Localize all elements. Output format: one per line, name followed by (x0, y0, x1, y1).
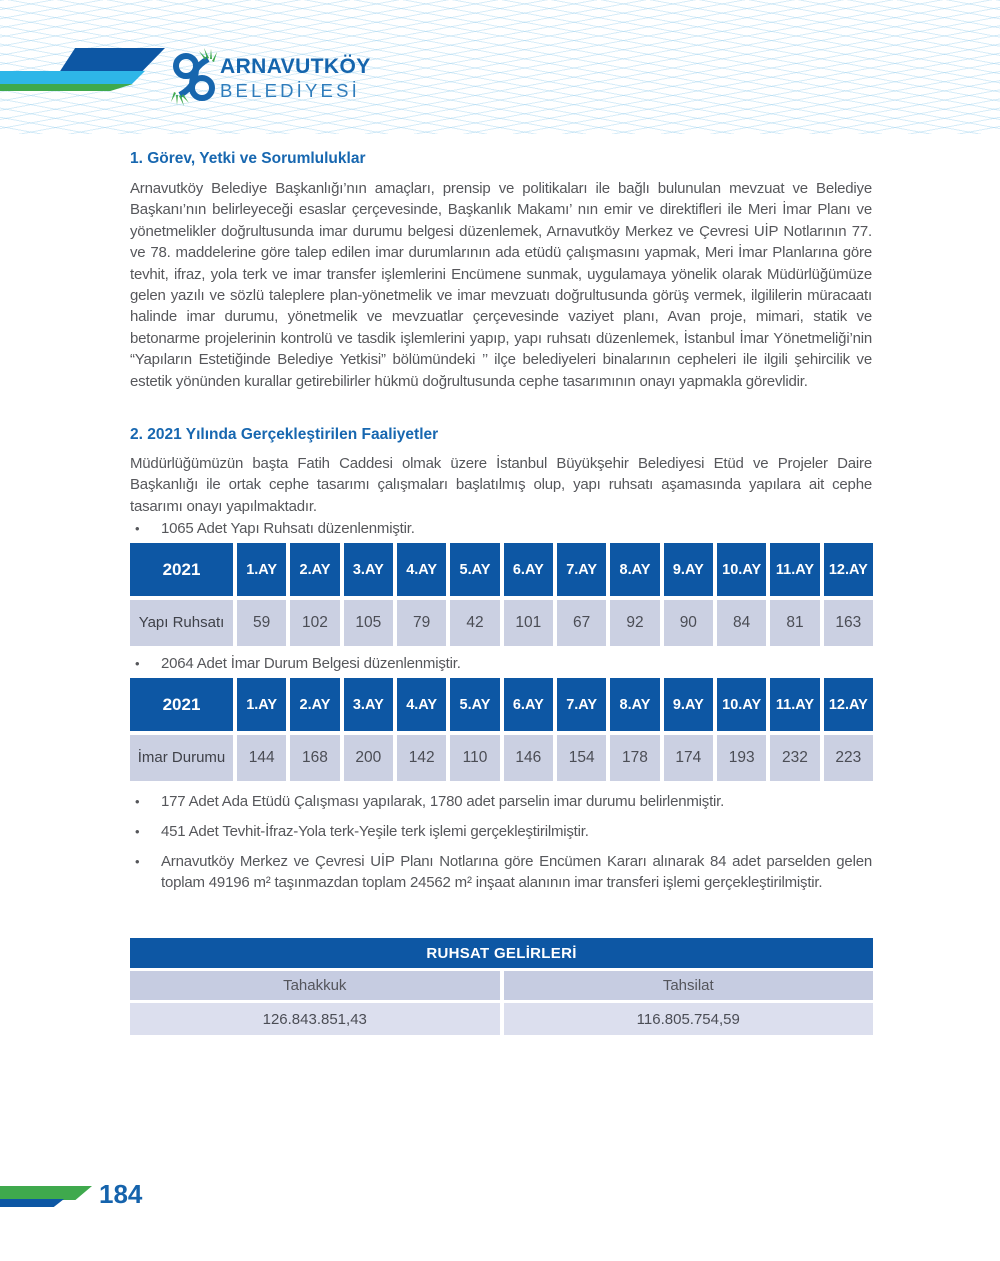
bullet-imar-durum: • 2064 Adet İmar Durum Belgesi düzenlenm… (130, 653, 872, 674)
value-cell: 178 (610, 734, 660, 781)
value-cell: 42 (450, 599, 500, 646)
month-header-cell: 3.AY (343, 678, 393, 731)
value-cell: 110 (450, 734, 500, 781)
header-stripe-cyan (0, 71, 145, 84)
month-header-cell: 4.AY (396, 678, 447, 731)
value-cell: 223 (823, 734, 873, 781)
bullet-dot: • (135, 824, 140, 839)
value-cell: 174 (663, 734, 713, 781)
month-header-cell: 2.AY (290, 543, 340, 596)
value-cell: 146 (503, 734, 553, 781)
value-cell: 67 (556, 599, 607, 646)
month-header-cell: 4.AY (396, 543, 447, 596)
value-cell: 232 (770, 734, 820, 781)
month-header-cell: 9.AY (663, 543, 713, 596)
value-cell: 168 (290, 734, 340, 781)
month-header-cell: 8.AY (610, 678, 660, 731)
section2-paragraph: Müdürlüğümüzün başta Fatih Caddesi olmak… (130, 455, 872, 515)
bullet-imar-transferi: • Arnavutköy Merkez ve Çevresi UİP Planı… (130, 851, 872, 894)
header-stripe-green (0, 84, 133, 91)
municipality-logo-icon (171, 48, 217, 106)
value-cell: 105 (343, 599, 393, 646)
footer-stripe-green (0, 1186, 92, 1200)
value-cell: 90 (663, 599, 713, 646)
month-header-cell: 5.AY (450, 543, 500, 596)
bullet-dot: • (135, 854, 140, 869)
month-header-cell: 12.AY (823, 678, 873, 731)
month-header-cell: 9.AY (663, 678, 713, 731)
value-cell: 163 (823, 599, 873, 646)
page-number: 184 (99, 1179, 143, 1209)
footer-stripe-blue (0, 1199, 64, 1207)
year-header-cell: 2021 (130, 543, 233, 596)
header-crosshatch-pattern (0, 0, 1000, 134)
value-cell: 193 (716, 734, 767, 781)
month-header-cell: 12.AY (823, 543, 873, 596)
month-header-cell: 7.AY (556, 543, 607, 596)
month-header-cell: 5.AY (450, 678, 500, 731)
value-cell: 102 (290, 599, 340, 646)
bullet-dot: • (135, 794, 140, 809)
row-label-cell: İmar Durumu (130, 734, 233, 781)
value-cell: 200 (343, 734, 393, 781)
month-header-cell: 6.AY (503, 678, 553, 731)
header-stripe-dark-blue (60, 48, 165, 71)
bullet-dot: • (135, 521, 140, 536)
month-header-cell: 7.AY (556, 678, 607, 731)
bullet-dot: • (135, 656, 140, 671)
brand-name: ARNAVUTKÖY (220, 55, 371, 78)
month-header-cell: 6.AY (503, 543, 553, 596)
bullet-tevhit-ifraz: • 451 Adet Tevhit-İfraz-Yola terk-Yeşile… (130, 821, 872, 842)
value-cell: 126.843.851,43 (130, 1003, 500, 1035)
column-header-cell: Tahsilat (503, 971, 873, 1000)
month-header-cell: 3.AY (343, 543, 393, 596)
section1-heading: 1. Görev, Yetki ve Sorumluluklar (130, 150, 366, 167)
value-cell: 154 (556, 734, 607, 781)
month-header-cell: 2.AY (290, 678, 340, 731)
ruhsat-gelirleri-table: RUHSAT GELİRLERİ Tahakkuk Tahsilat 126.8… (130, 938, 873, 1035)
column-header-cell: Tahakkuk (130, 971, 500, 1000)
table-title-cell: RUHSAT GELİRLERİ (130, 938, 873, 968)
brand-subtitle: BELEDİYESİ (220, 80, 360, 101)
value-cell: 116.805.754,59 (503, 1003, 873, 1035)
section1-paragraph: Arnavutköy Belediye Başkanlığı’nın amaçl… (130, 180, 872, 390)
month-header-cell: 11.AY (770, 678, 820, 731)
value-cell: 101 (503, 599, 553, 646)
value-cell: 59 (237, 599, 287, 646)
month-header-cell: 1.AY (237, 678, 287, 731)
month-header-cell: 1.AY (237, 543, 287, 596)
month-header-cell: 10.AY (716, 543, 767, 596)
imar-durumu-table: 2021 1.AY 2.AY 3.AY 4.AY 5.AY 6.AY 7.AY … (130, 678, 873, 781)
value-cell: 79 (396, 599, 447, 646)
section2-heading: 2. 2021 Yılında Gerçekleştirilen Faaliye… (130, 426, 439, 443)
value-cell: 92 (610, 599, 660, 646)
yapi-ruhsati-table: 2021 1.AY 2.AY 3.AY 4.AY 5.AY 6.AY 7.AY … (130, 543, 873, 646)
bullet-yapi-ruhsati: • 1065 Adet Yapı Ruhsatı düzenlenmiştir. (130, 518, 872, 539)
month-header-cell: 11.AY (770, 543, 820, 596)
row-label-cell: Yapı Ruhsatı (130, 599, 233, 646)
year-header-cell: 2021 (130, 678, 233, 731)
bullet-ada-etudu: • 177 Adet Ada Etüdü Çalışması yapılarak… (130, 791, 872, 812)
month-header-cell: 10.AY (716, 678, 767, 731)
month-header-cell: 8.AY (610, 543, 660, 596)
value-cell: 144 (237, 734, 287, 781)
value-cell: 142 (396, 734, 447, 781)
brand-wordmark: ARNAVUTKÖY BELEDİYESİ (220, 55, 371, 102)
value-cell: 84 (716, 599, 767, 646)
value-cell: 81 (770, 599, 820, 646)
